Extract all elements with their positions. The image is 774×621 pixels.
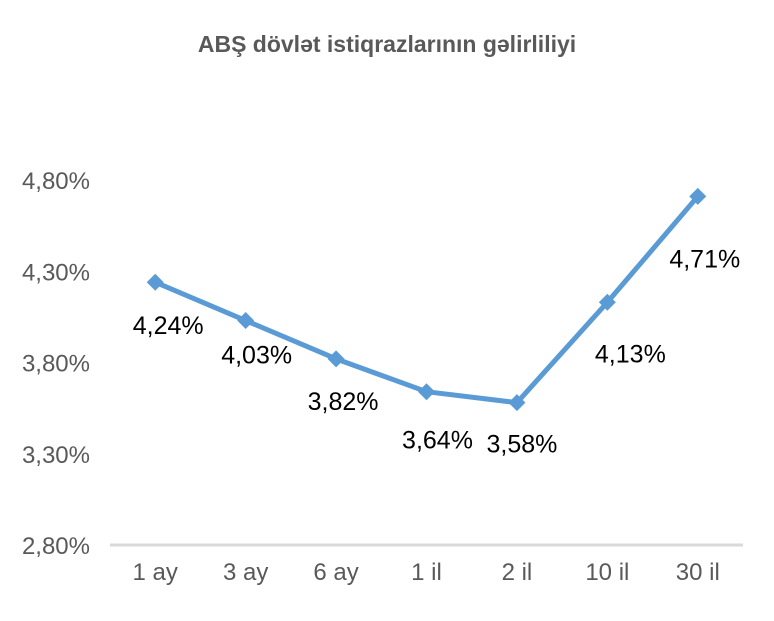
data-point-marker (418, 383, 435, 401)
y-tick-label: 3,80% (22, 351, 90, 378)
data-labels: 4,24% 4,03% 3,82% 3,64% 3,58% 4,13% 4,71% (133, 245, 740, 458)
x-tick-label: 30 il (676, 559, 720, 586)
data-point-marker (237, 312, 255, 330)
data-point-marker (508, 394, 526, 412)
data-point-marker (327, 350, 345, 368)
data-label: 4,24% (133, 312, 204, 340)
y-tick-label: 2,80% (22, 533, 90, 560)
x-tick-label: 3 ay (223, 559, 268, 586)
x-tick-label: 1 il (411, 559, 442, 586)
data-point-marker (598, 293, 616, 311)
data-label: 3,82% (308, 388, 379, 416)
y-tick-label: 4,30% (22, 259, 90, 286)
data-label: 3,58% (486, 431, 557, 459)
data-point-marker (689, 187, 707, 205)
x-tick-label: 1 ay (133, 559, 178, 586)
chart-title: ABŞ dövlət istiqrazlarının gəlirliliyi (198, 31, 576, 57)
x-tick-label: 6 ay (313, 559, 358, 586)
data-label: 4,13% (595, 340, 666, 368)
data-point-markers (146, 187, 707, 412)
y-axis-tick-labels: 4,80% 4,30% 3,80% 3,30% 2,80% (22, 168, 90, 560)
data-point-marker (146, 273, 164, 291)
data-label: 4,71% (669, 245, 740, 273)
data-label: 4,03% (221, 342, 292, 370)
x-tick-label: 10 il (585, 559, 629, 586)
x-axis-tick-labels: 1 ay 3 ay 6 ay 1 il 2 il 10 il 30 il (133, 559, 720, 586)
series-line (152, 193, 701, 406)
series-line-path (152, 193, 701, 406)
y-tick-label: 4,80% (22, 168, 90, 195)
x-tick-label: 2 il (502, 559, 533, 586)
data-label: 3,64% (402, 427, 473, 455)
y-tick-label: 3,30% (22, 442, 90, 469)
